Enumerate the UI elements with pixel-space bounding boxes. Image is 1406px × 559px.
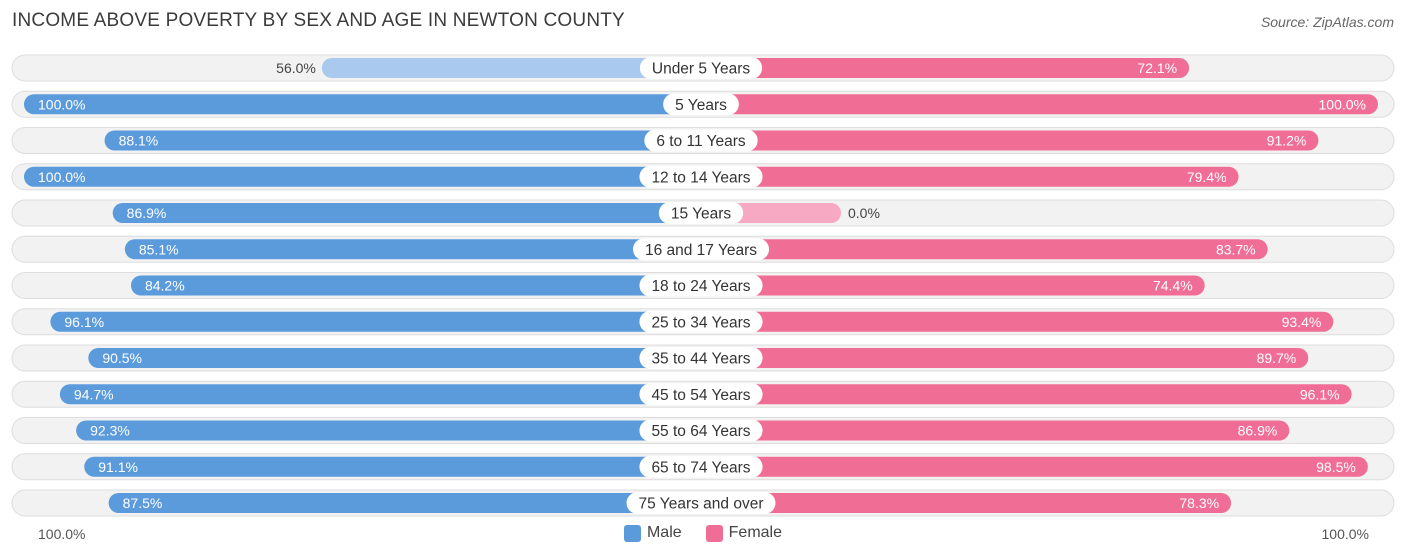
bar-male [84, 456, 702, 477]
legend-swatch-female [705, 524, 723, 542]
category-label: 16 and 17 Years [645, 242, 757, 259]
category-label: Under 5 Years [652, 61, 750, 78]
category-label: 35 to 44 Years [651, 351, 750, 368]
bar-female [701, 493, 1232, 513]
category-label: 45 to 54 Years [651, 387, 750, 404]
legend-label-female: Female [728, 524, 783, 541]
male-value-label: 90.5% [102, 350, 142, 366]
category-pill [639, 347, 763, 369]
female-value-label: 78.3% [1179, 495, 1219, 511]
bar-female [701, 311, 1334, 332]
category-pill [663, 93, 739, 116]
category-pill [632, 238, 770, 261]
male-value-label: 96.1% [64, 314, 104, 330]
bar-male [112, 203, 701, 223]
bar-male [24, 166, 701, 187]
category-pill [639, 383, 763, 406]
category-pill [639, 455, 763, 478]
male-value-label: 88.1% [119, 133, 159, 149]
bar-female [701, 94, 1378, 115]
bar-male [59, 384, 702, 405]
category-pill [644, 129, 758, 152]
bar-male [124, 239, 702, 260]
bar-male [108, 493, 701, 513]
female-value-label: 79.4% [1187, 169, 1227, 185]
bar-female [701, 456, 1368, 477]
category-pill [639, 274, 763, 297]
male-value-label: 86.9% [127, 205, 167, 221]
bar-female [701, 348, 1309, 368]
male-value-label: 91.1% [98, 459, 138, 475]
bar-female [701, 130, 1319, 151]
legend-label-male: Male [646, 524, 682, 541]
female-value-label: 98.5% [1316, 459, 1356, 475]
male-value-label: 84.2% [145, 278, 185, 294]
male-value-label: 85.1% [139, 241, 179, 257]
bar-female [701, 420, 1290, 441]
bar-chart: 56.0% 72.1% Under 5 Years 100.0% 100.0% 5 Yea… [11, 54, 1395, 517]
bar-male [88, 348, 701, 368]
male-value-label: 100.0% [38, 96, 85, 112]
bar-male [130, 275, 701, 296]
female-value-label: 83.7% [1216, 241, 1256, 257]
category-label: 75 Years and over [639, 496, 764, 513]
chart-title: INCOME ABOVE POVERTY BY SEX AND AGE IN N… [12, 10, 625, 31]
male-value-label: 56.0% [276, 60, 316, 76]
category-label: 18 to 24 Years [651, 278, 750, 295]
category-pill [626, 492, 776, 514]
category-label: 15 Years [671, 206, 732, 223]
female-value-label: 96.1% [1300, 386, 1340, 402]
female-value-label: 0.0% [848, 205, 880, 221]
male-value-label: 94.7% [74, 386, 114, 402]
male-value-label: 87.5% [123, 495, 163, 511]
bar-male [321, 58, 701, 78]
female-value-label: 100.0% [1319, 96, 1366, 112]
category-label: 5 Years [675, 97, 727, 114]
legend: Male Female [0, 524, 1406, 542]
female-value-label: 72.1% [1137, 60, 1177, 76]
category-label: 65 to 74 Years [651, 459, 750, 476]
category-pill [639, 57, 763, 79]
category-label: 55 to 64 Years [651, 423, 750, 440]
male-value-label: 100.0% [38, 169, 85, 185]
legend-item-male: Male [623, 524, 682, 542]
axis-right-label: 100.0% [1321, 526, 1369, 542]
category-label: 12 to 14 Years [651, 169, 750, 186]
legend-item-female: Female [705, 524, 783, 542]
category-pill [639, 310, 763, 333]
female-value-label: 74.4% [1153, 278, 1193, 294]
source-label: Source: ZipAtlas.com [1260, 14, 1394, 30]
bar-female [701, 166, 1239, 187]
bar-male [50, 311, 701, 332]
category-pill [639, 165, 763, 188]
bar-male [76, 420, 701, 441]
bar-female [701, 384, 1352, 405]
bar-male [104, 130, 702, 151]
female-value-label: 89.7% [1257, 350, 1297, 366]
bar-female [701, 58, 1190, 78]
axis-left-label: 100.0% [38, 526, 86, 542]
category-pill [658, 202, 744, 224]
bar-male [24, 94, 701, 115]
category-label: 6 to 11 Years [656, 133, 746, 150]
female-value-label: 93.4% [1282, 314, 1322, 330]
legend-swatch-male [623, 524, 641, 542]
male-value-label: 92.3% [90, 423, 130, 439]
category-pill [639, 419, 763, 442]
bar-female [701, 239, 1268, 260]
female-value-label: 86.9% [1238, 423, 1278, 439]
female-value-label: 91.2% [1267, 133, 1307, 149]
category-label: 25 to 34 Years [651, 314, 750, 331]
bar-female [701, 275, 1205, 296]
